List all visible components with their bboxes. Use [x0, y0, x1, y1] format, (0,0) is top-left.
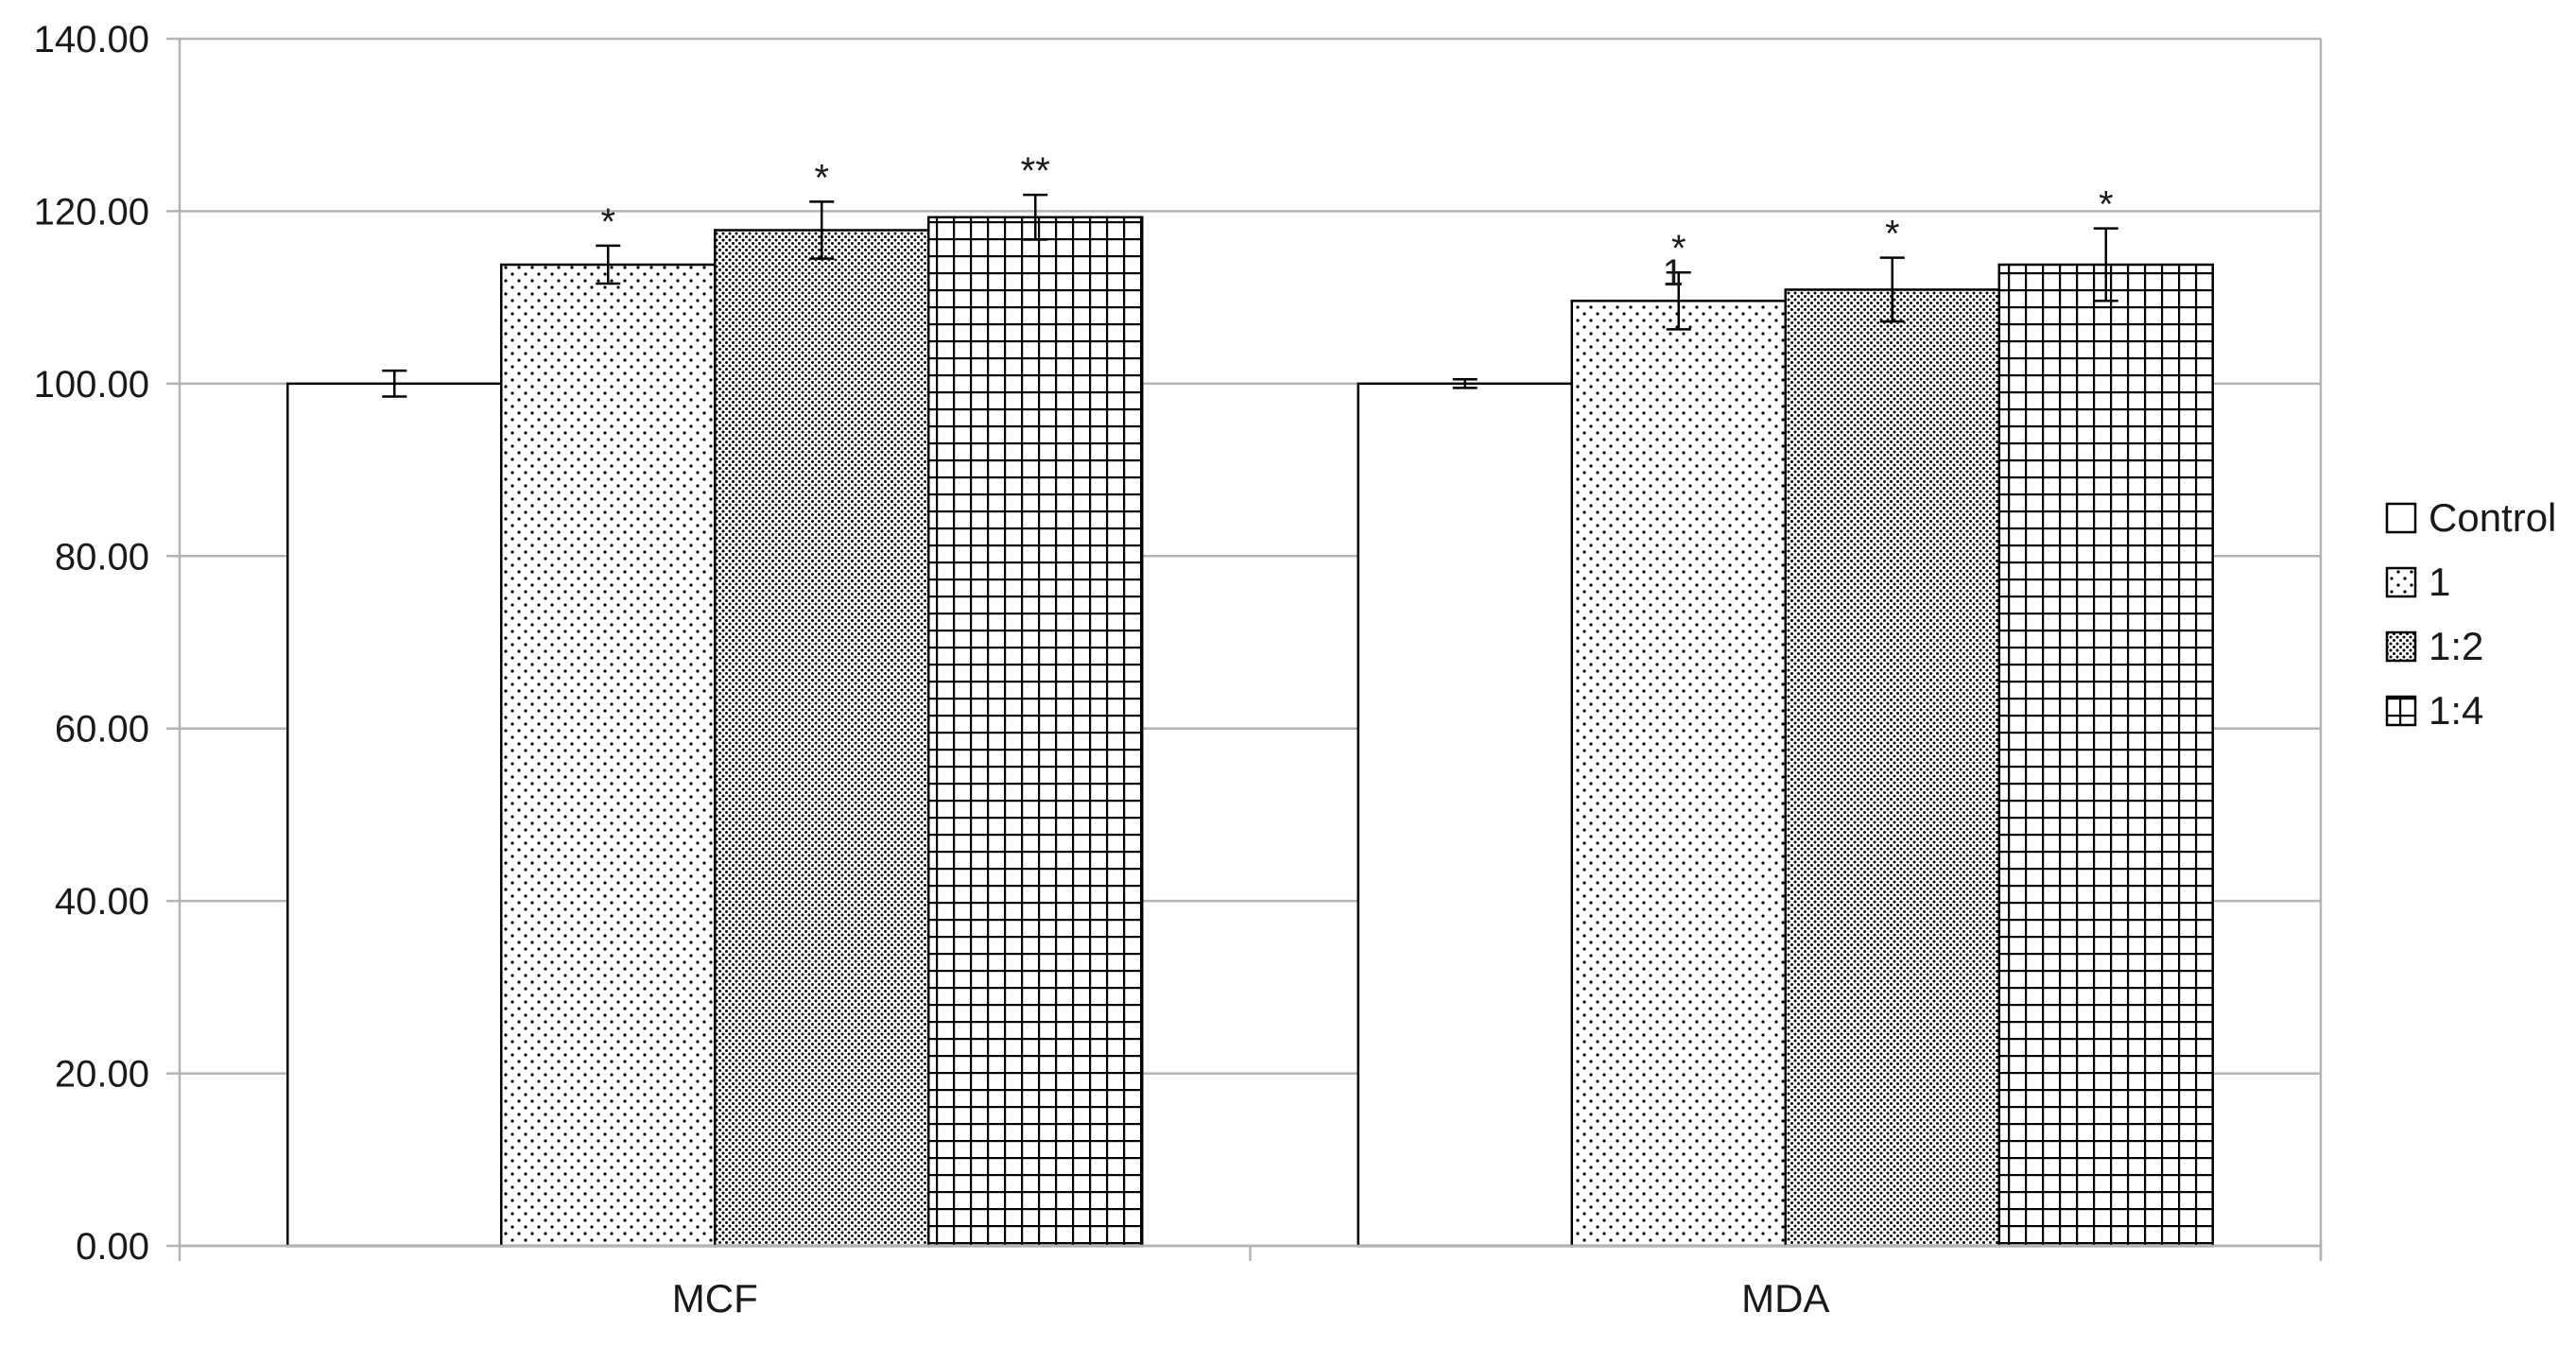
- legend-label: Control: [2429, 495, 2556, 540]
- bar: [500, 263, 717, 1248]
- significance-marker: **: [1021, 150, 1050, 192]
- legend-label: 1:4: [2429, 688, 2483, 733]
- x-category-label: MDA: [1741, 1276, 1829, 1321]
- y-tick-label: 100.00: [34, 364, 149, 406]
- y-tick-label: 60.00: [55, 709, 149, 751]
- y-tick-label: 40.00: [55, 881, 149, 923]
- legend-swatch: [2385, 502, 2417, 534]
- legend-swatch: [2385, 630, 2417, 663]
- bar: [1357, 382, 1573, 1248]
- y-tick-label: 20.00: [55, 1054, 149, 1096]
- bar: [714, 229, 930, 1248]
- significance-marker: *: [600, 201, 615, 243]
- y-tick-label: 0.00: [76, 1226, 149, 1268]
- legend-label: 1: [2429, 560, 2450, 604]
- bar: [927, 216, 1144, 1248]
- axes: 0.00 20.00 40.00 60.00 80.00 100.00 120.00 140.…: [34, 19, 2323, 1321]
- bar: [1997, 263, 2214, 1248]
- bars: ** *** **1: [286, 150, 2214, 1248]
- legend-swatch: [2385, 695, 2417, 727]
- legend: Control 1 1:2 1:4: [2385, 495, 2556, 733]
- y-tick-label: 140.00: [34, 19, 149, 60]
- bar: [286, 382, 503, 1248]
- significance-marker: *: [814, 157, 829, 199]
- x-category-label: MCF: [672, 1276, 758, 1321]
- significance-marker: *: [2099, 184, 2114, 226]
- significance-marker: *: [1671, 228, 1686, 269]
- legend-swatch: [2385, 566, 2417, 598]
- bar: [1784, 288, 2000, 1248]
- y-tick-label: 120.00: [34, 191, 149, 233]
- bar: [1570, 300, 1787, 1248]
- y-tick-label: 80.00: [55, 536, 149, 578]
- significance-marker: *: [1885, 214, 1900, 255]
- data-annotation: 1: [1663, 252, 1684, 294]
- legend-label: 1:2: [2429, 624, 2483, 668]
